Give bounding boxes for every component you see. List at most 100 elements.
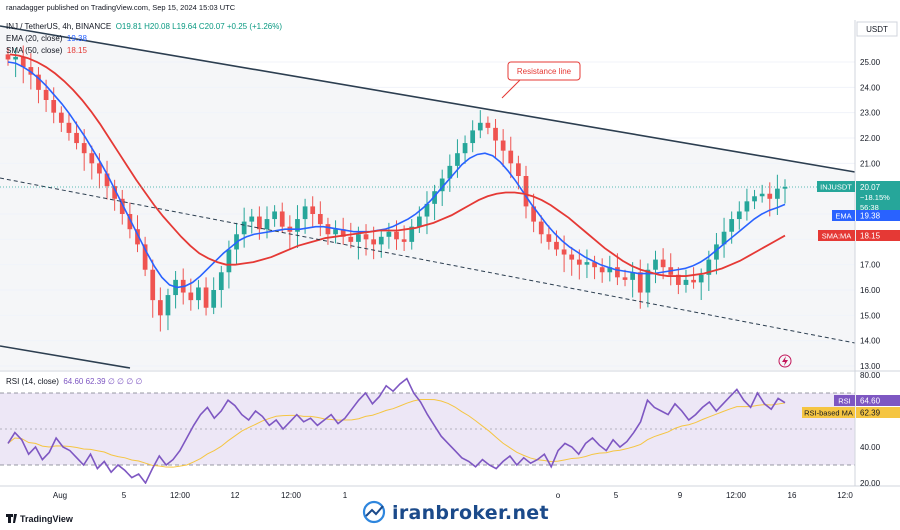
candle-body [599, 267, 605, 273]
watermark-text: iranbroker.net [392, 502, 549, 524]
candle-body [340, 229, 346, 237]
currency-box[interactable] [856, 21, 898, 37]
sma-legend[interactable]: SMA (50, close) 18.15 [6, 46, 87, 55]
sma-50-line [9, 53, 786, 277]
candle-body [371, 239, 377, 245]
time-tick-label: 12:0 [837, 491, 853, 500]
candle-body [66, 122, 72, 133]
price-tick-label: 13.00 [860, 362, 881, 371]
symbol-badge-text: INJUSDT [820, 183, 852, 192]
resistance-callout-pointer [501, 79, 521, 99]
time-tick-label: Aug [53, 491, 67, 500]
candle-body [89, 153, 95, 164]
price-tick-label: 22.00 [860, 134, 881, 143]
candle-body [706, 259, 712, 275]
candle-body [485, 122, 491, 128]
tradingview-footer[interactable]: TradingView [20, 514, 73, 524]
candle-body [203, 287, 209, 308]
symbol-line: INJ / TetherUS, 4h, BINANCE O19.81 H20.0… [6, 22, 282, 31]
time-tick-label: 12:00 [281, 491, 302, 500]
time-tick-label: 16 [788, 491, 797, 500]
candle-body [272, 211, 277, 220]
price-tick-label: 16.00 [860, 286, 881, 295]
rsi-tick-label: 80.00 [860, 371, 881, 380]
ema-badge-tag [832, 210, 855, 221]
candle-body [660, 259, 666, 268]
candle-body [157, 300, 163, 316]
candle-body [119, 198, 125, 214]
sma-badge-value: 18.15 [860, 232, 881, 241]
rsi-badge-value: 64.60 [860, 397, 881, 406]
price-tick-label: 25.00 [860, 58, 881, 67]
candle-body [386, 231, 392, 237]
candle-body [615, 267, 620, 278]
candle-body [241, 221, 247, 235]
rsi-ma-badge [856, 407, 900, 418]
candle-body [752, 196, 757, 202]
middle-dashed-line[interactable] [0, 177, 856, 344]
candle-body [653, 259, 658, 270]
currency-label: USDT [866, 25, 888, 34]
candle-body [188, 292, 194, 301]
candle-body [714, 244, 719, 260]
candle-body [462, 143, 468, 154]
rsi-badge-tag-text: RSI [838, 397, 851, 406]
sma-legend-label: SMA (50, close) [6, 46, 63, 55]
price-tick-label: 15.00 [860, 311, 881, 320]
candle-body [150, 269, 156, 301]
rsi-tick-label: 20.00 [860, 479, 881, 488]
candle-body [51, 100, 57, 113]
candle-body [455, 153, 460, 166]
time-tick-label: 12:00 [170, 491, 191, 500]
candle-body [20, 56, 26, 68]
price-axis[interactable]: 25.00 24.00 23.00 22.00 21.00 17.00 16.00 15.00… [860, 58, 881, 371]
ema-badge-value: 19.38 [860, 212, 881, 221]
rsi-tick-label: 40.00 [860, 443, 881, 452]
ema-legend[interactable]: EMA (20, close) 19.38 [6, 34, 87, 43]
last-price-badge [856, 181, 900, 213]
resistance-line[interactable] [0, 25, 856, 173]
sma-legend-value: 18.15 [66, 46, 87, 55]
candle-body [135, 229, 140, 245]
candle-body [97, 163, 102, 174]
candle-body [356, 234, 361, 242]
time-tick-label: o [556, 491, 561, 500]
price-tick-label: 21.00 [860, 159, 881, 168]
candle-body [531, 206, 536, 222]
candle-body [348, 236, 354, 242]
candle-body [637, 272, 643, 293]
candle-body [691, 279, 696, 283]
candle-body [416, 216, 422, 227]
lightning-icon[interactable] [778, 354, 792, 368]
candle-body [538, 221, 544, 235]
rsi-legend[interactable]: RSI (14, close) 64.60 62.39 ∅ ∅ ∅ ∅ [6, 377, 142, 386]
candle-body [257, 216, 262, 230]
candle-body [645, 269, 651, 293]
candle-body [325, 224, 331, 235]
symbol-name[interactable]: INJ / TetherUS, 4h, BINANCE [6, 22, 112, 31]
iranbroker-logo-arrow [365, 505, 384, 517]
candle-body [675, 274, 681, 285]
rsi-axis[interactable]: 80.00 40.00 20.00 [860, 371, 881, 488]
resistance-callout-box[interactable] [507, 61, 581, 81]
candle-body [81, 143, 87, 154]
candle-body [142, 244, 148, 270]
time-axis[interactable]: Aug 5 12:00 12 12:00 1 o 5 9 12:00 16 12:0 [53, 491, 853, 500]
lower-channel-line[interactable] [0, 345, 131, 369]
time-tick-label: 9 [678, 491, 683, 500]
candle-body [264, 219, 270, 230]
candle-body [493, 127, 498, 141]
tradingview-logo-icon[interactable] [6, 514, 17, 523]
candle-body [767, 193, 773, 199]
price-tick-label: 24.00 [860, 83, 881, 92]
candle-body [13, 56, 18, 60]
candle-body [516, 163, 521, 176]
candle-body [401, 239, 407, 242]
candle-body [500, 140, 506, 151]
candle-body [295, 219, 300, 232]
lightning-glyph [782, 356, 788, 366]
candle-body [439, 178, 445, 192]
time-tick-label: 5 [122, 491, 127, 500]
candle-body [58, 112, 64, 123]
rsi-legend-values: 64.60 62.39 ∅ ∅ ∅ ∅ [63, 377, 143, 386]
